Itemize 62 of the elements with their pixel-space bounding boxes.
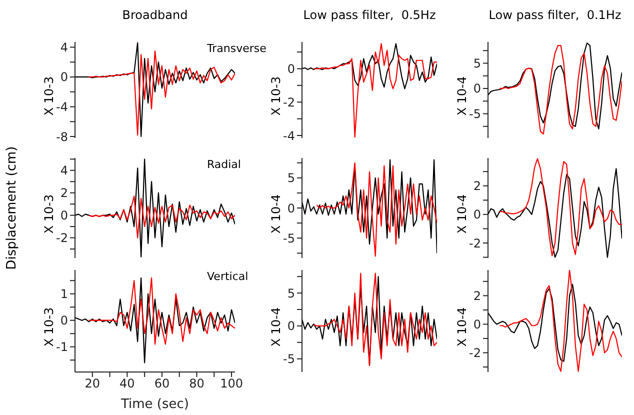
y-tick-label: -5: [283, 231, 295, 246]
y-tick-label: 4: [60, 40, 68, 54]
y-axis-title: X 10-3: [269, 76, 283, 116]
y-tick-label: -2: [469, 236, 481, 250]
line-series: [313, 43, 437, 138]
y-tick-label: 2: [473, 179, 481, 194]
y-axis-title: X 10-4: [455, 307, 469, 347]
x-tick-label: 80: [189, 376, 204, 391]
chart-title: Broadband: [121, 8, 189, 22]
line-series: [488, 284, 622, 362]
line-series: [499, 44, 622, 135]
line-series: [499, 158, 622, 256]
y-axis-title: X 10-4: [455, 194, 469, 234]
y-tick-label: 0: [287, 319, 295, 334]
y-tick-label: 0: [473, 208, 481, 222]
y-tick-label: -4: [283, 128, 295, 143]
y-tick-label: -2: [56, 231, 68, 246]
chart-title: Low pass filter, 0.5Hz: [302, 8, 437, 22]
y-tick-label: 5: [473, 56, 481, 70]
y-tick-label: 2: [473, 288, 481, 303]
y-axis-title: X 10-4: [269, 194, 283, 234]
y-tick-label: 0: [473, 317, 481, 332]
y-tick-label: 2: [60, 186, 68, 200]
annotation: Vertical: [207, 270, 248, 283]
x-tick-label: 20: [84, 376, 100, 391]
y-tick-label: 0: [473, 82, 481, 96]
y-axis-title: X 10-3: [42, 194, 56, 234]
text: Displacement (cm): [4, 146, 20, 270]
line-series: [488, 168, 622, 258]
y-axis-title: X 10-4: [269, 307, 283, 347]
y-tick-label: 0: [287, 201, 295, 216]
line-series: [488, 42, 622, 130]
annotation: Transverse: [207, 42, 266, 55]
x-tick-label: 40: [120, 376, 135, 391]
y-tick-label: 0: [60, 70, 68, 84]
annotation: Radial: [207, 158, 241, 171]
y-tick-label: 5: [287, 286, 295, 300]
line-series: [88, 196, 235, 238]
y-axis-title: X 10-3: [42, 307, 56, 347]
x-tick-label: 100: [220, 376, 243, 391]
y-tick-label: 1: [60, 287, 68, 302]
y-tick-label: -1: [56, 340, 68, 354]
y-tick-label: -4: [56, 100, 68, 114]
x-tick-label: 60: [154, 376, 170, 391]
y-tick-label: 0: [60, 208, 68, 223]
line-series: [302, 159, 437, 254]
y-tick-label: -2: [469, 346, 481, 360]
y-tick-label: 0: [60, 314, 68, 328]
y-tick-label: -2: [283, 95, 295, 110]
y-tick-label: -5: [283, 352, 295, 366]
chart-title: Low pass filter, 0.1Hz: [488, 8, 622, 22]
line-series: [316, 162, 437, 257]
y-tick-label: -5: [469, 107, 481, 122]
line-series: [302, 43, 437, 90]
y-axis-title: X 10-3: [42, 76, 56, 116]
y-tick-label: 0: [287, 62, 295, 76]
y-axis-title: X 10-4: [455, 76, 469, 116]
y-tick-label: 4: [60, 164, 68, 178]
y-tick-label: 5: [287, 171, 295, 186]
x-axis-title: Time (sec): [120, 397, 190, 412]
line-series: [499, 270, 622, 372]
y-tick-label: -8: [56, 130, 68, 144]
